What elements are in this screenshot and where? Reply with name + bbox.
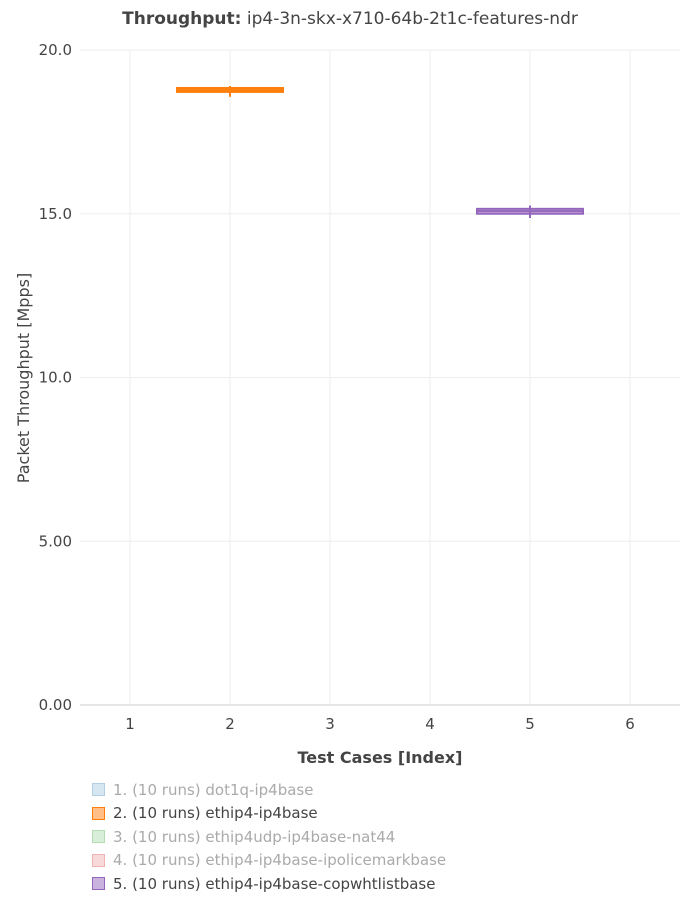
legend-swatch — [92, 877, 105, 891]
legend-item[interactable]: 3. (10 runs) ethip4udp-ip4base-nat44 — [92, 825, 446, 849]
legend-label: 1. (10 runs) dot1q-ip4base — [113, 780, 314, 799]
x-tick-label: 5 — [525, 715, 535, 733]
legend-label: 3. (10 runs) ethip4udp-ip4base-nat44 — [113, 827, 396, 846]
chart-title: Throughput: ip4-3n-skx-x710-64b-2t1c-fea… — [122, 9, 578, 29]
x-tick-label: 6 — [625, 715, 635, 733]
y-tick-label: 20.0 — [39, 41, 72, 59]
y-tick-label: 10.0 — [39, 369, 72, 387]
legend-label: 5. (10 runs) ethip4-ip4base-copwhtlistba… — [113, 874, 436, 893]
x-tick-label: 3 — [325, 715, 335, 733]
x-axis-label: Test Cases [Index] — [298, 748, 463, 767]
legend-swatch — [92, 853, 105, 867]
x-tick-label: 2 — [225, 715, 235, 733]
legend-swatch — [92, 806, 105, 820]
legend: 1. (10 runs) dot1q-ip4base 2. (10 runs) e… — [92, 778, 446, 896]
legend-swatch — [92, 783, 105, 797]
legend-item[interactable]: 5. (10 runs) ethip4-ip4base-copwhtlistba… — [92, 872, 446, 896]
legend-item[interactable]: 2. (10 runs) ethip4-ip4base — [92, 802, 446, 826]
legend-item[interactable]: 1. (10 runs) dot1q-ip4base — [92, 778, 446, 802]
y-axis-label: Packet Throughput [Mpps] — [14, 273, 33, 483]
legend-label: 2. (10 runs) ethip4-ip4base — [113, 804, 318, 823]
x-tick-label: 1 — [125, 715, 135, 733]
legend-label: 4. (10 runs) ethip4-ip4base-ipolicemarkb… — [113, 851, 447, 870]
x-tick-label: 4 — [425, 715, 435, 733]
y-tick-label: 0.00 — [39, 696, 72, 714]
y-tick-label: 15.0 — [39, 205, 72, 223]
legend-swatch — [92, 830, 105, 844]
legend-item[interactable]: 4. (10 runs) ethip4-ip4base-ipolicemarkb… — [92, 849, 446, 873]
y-tick-label: 5.00 — [39, 532, 72, 550]
